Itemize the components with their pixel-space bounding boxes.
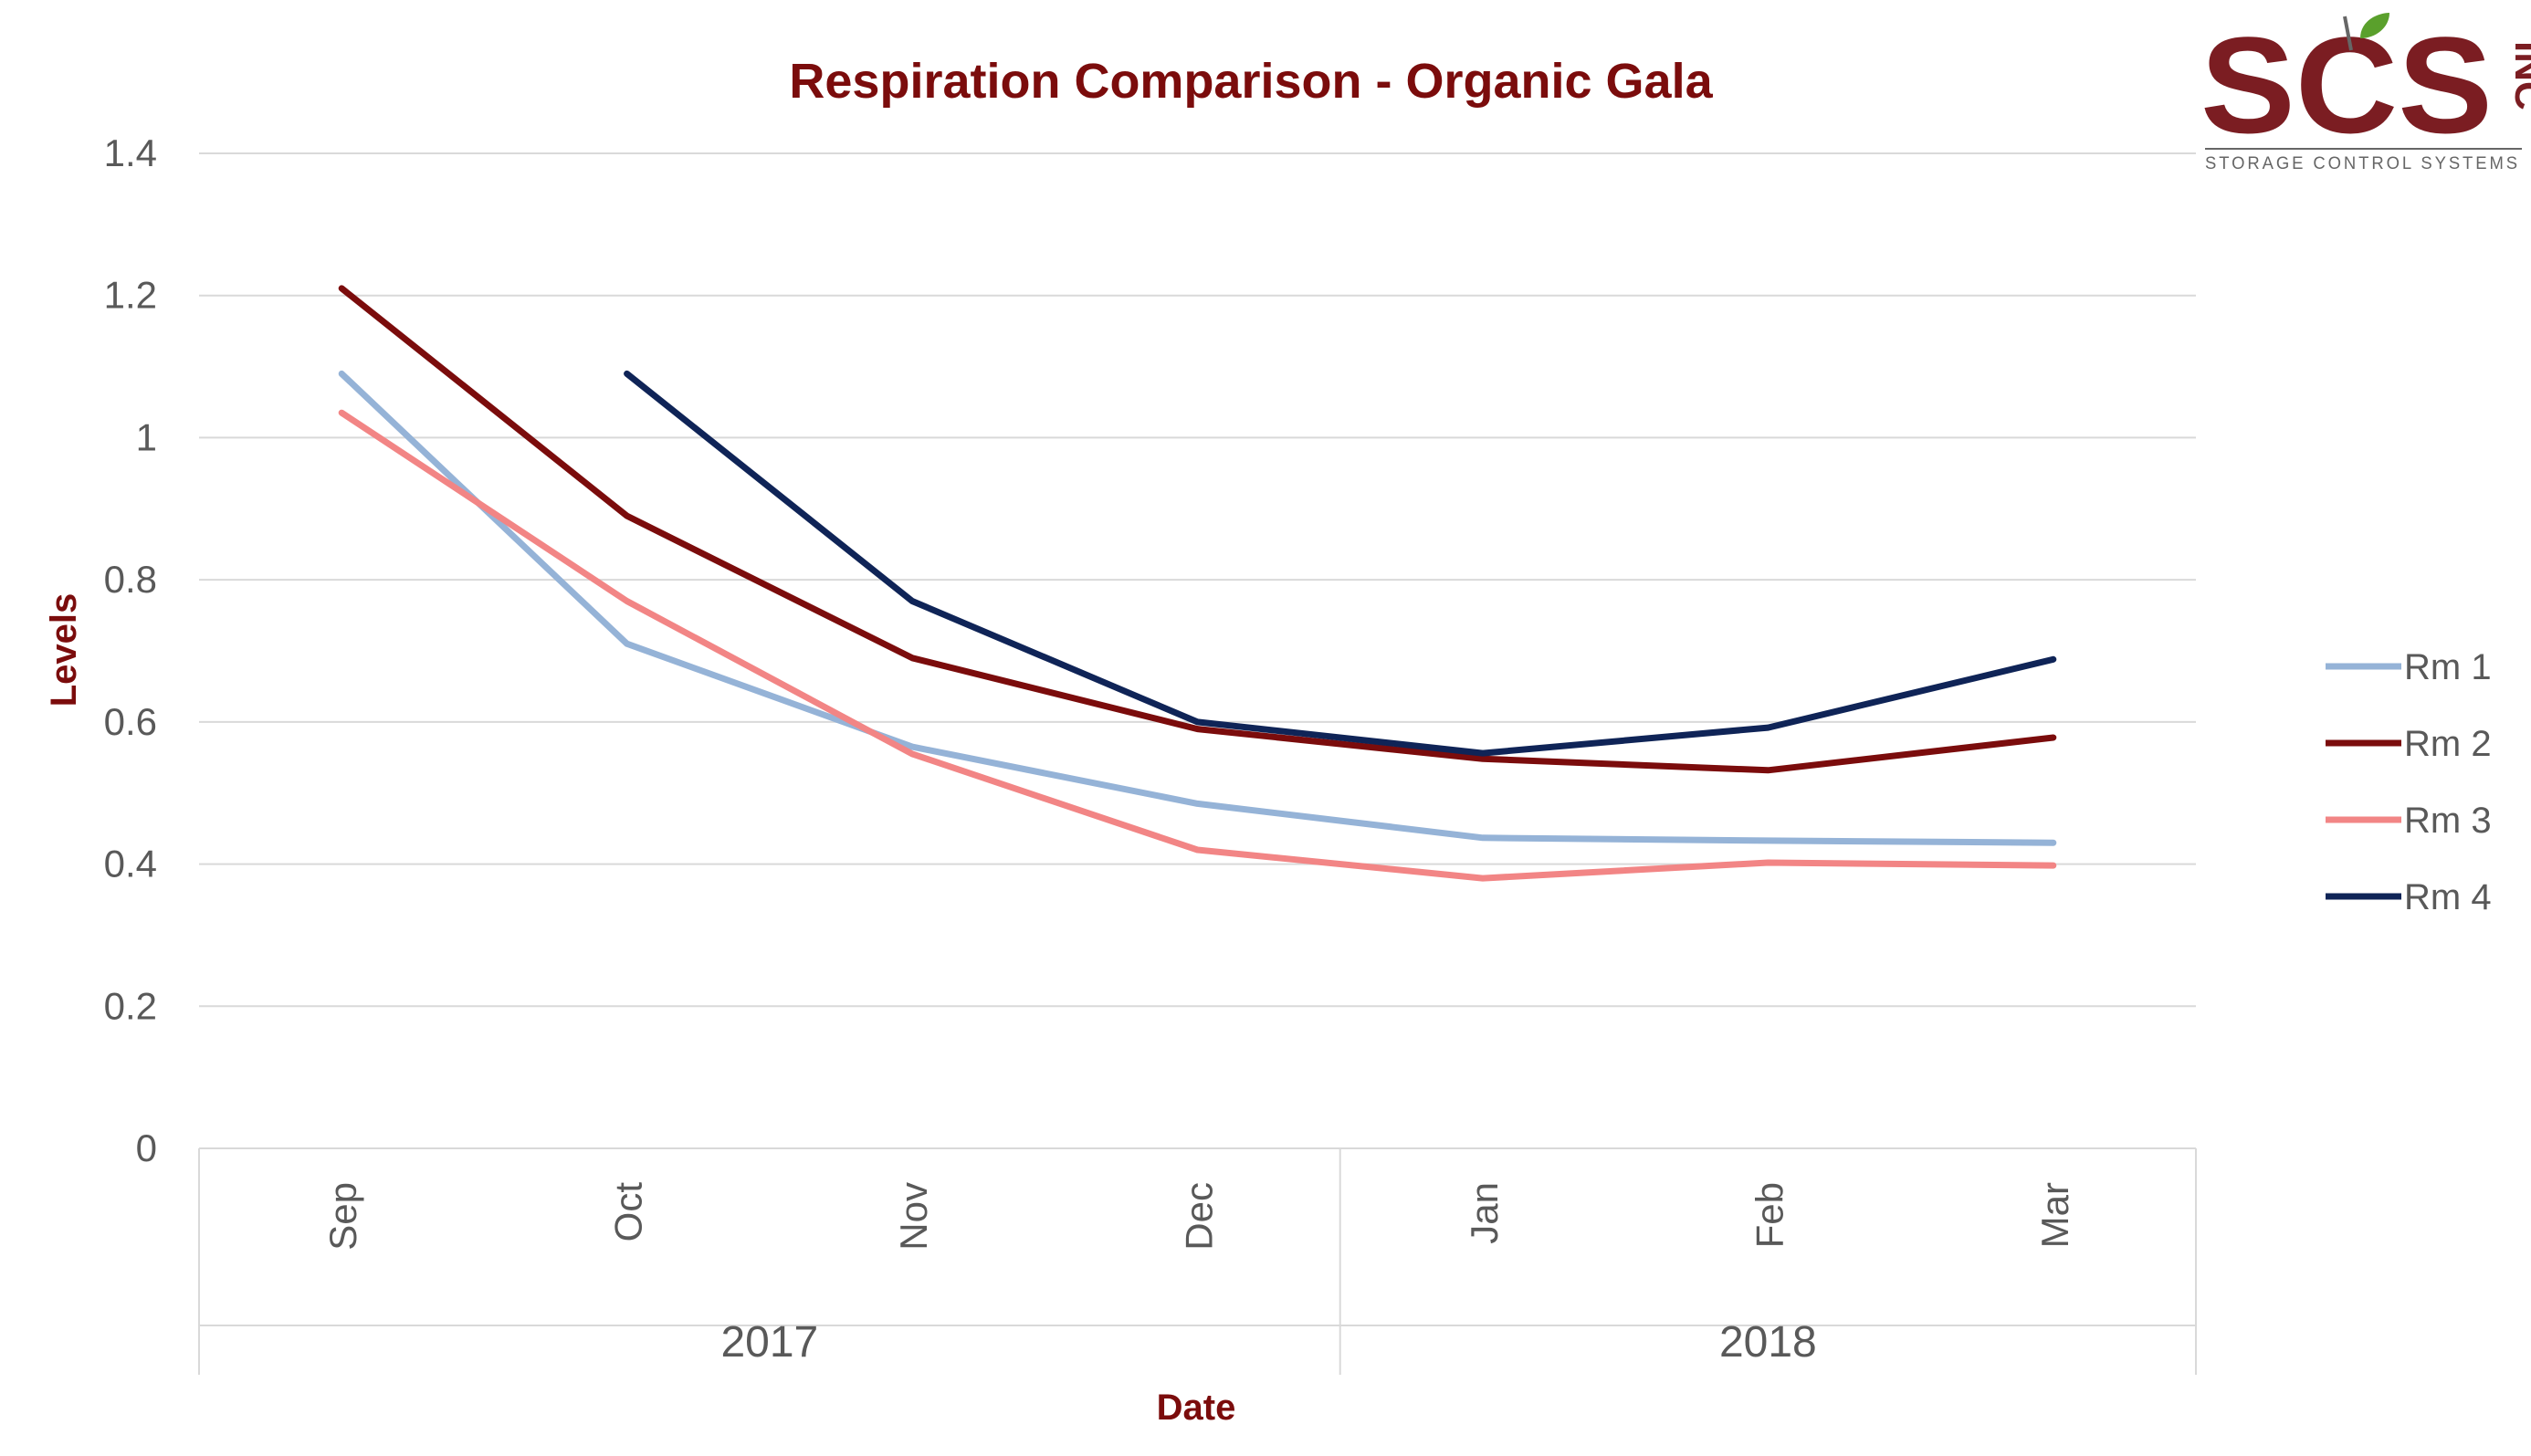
leaf-icon: [2360, 13, 2389, 38]
series-line-rm-3: [338, 409, 2057, 882]
x-group-label: 2017: [720, 1318, 818, 1367]
legend-label: Rm 1: [2404, 647, 2492, 687]
x-tick-label: Jan: [1463, 1182, 1506, 1244]
legend-label: Rm 2: [2404, 724, 2492, 764]
company-logo: SCS INC STORAGE CONTROL SYSTEMS: [2200, 8, 2531, 173]
gridlines: [199, 152, 2196, 1149]
x-tick-label: Sep: [321, 1182, 364, 1251]
legend-label: Rm 4: [2404, 877, 2492, 917]
logo-subtitle: STORAGE CONTROL SYSTEMS: [2205, 154, 2520, 173]
series-line-rm-1: [338, 370, 2057, 846]
y-tick-label: 1.2: [104, 274, 157, 317]
y-tick-label: 0: [136, 1126, 157, 1169]
y-tick-label: 0.8: [104, 558, 157, 601]
series-line-rm-2: [338, 285, 2057, 774]
y-tick-label: 1: [136, 415, 157, 458]
y-axis: 0 0.2 0.4 0.6 0.8 1 1.2 1.4: [104, 131, 157, 1169]
x-axis-title: Date: [1157, 1388, 1236, 1428]
y-axis-title: Levels: [44, 593, 84, 707]
x-axis: Sep Oct Nov Dec Jan Feb Mar 2017 2018: [198, 1147, 2197, 1375]
y-tick-label: 0.6: [104, 700, 157, 743]
legend-item: Rm 2: [2326, 724, 2492, 764]
x-tick-label: Nov: [892, 1182, 935, 1251]
x-group-label: 2018: [1719, 1318, 1817, 1367]
legend-item: Rm 4: [2326, 877, 2492, 917]
stem-icon: [2343, 16, 2353, 51]
legend: Rm 1 Rm 2 Rm 3 Rm 4: [2326, 647, 2492, 917]
x-tick-label: Feb: [1748, 1182, 1791, 1248]
legend-item: Rm 3: [2326, 801, 2492, 841]
x-tick-label: Oct: [607, 1182, 650, 1242]
chart-title: Respiration Comparison - Organic Gala: [789, 54, 1713, 109]
y-tick-label: 0.2: [104, 984, 157, 1027]
x-tick-label: Dec: [1178, 1182, 1221, 1251]
y-tick-label: 1.4: [104, 131, 157, 174]
logo-inc: INC: [2506, 41, 2531, 110]
legend-label: Rm 3: [2404, 801, 2492, 841]
series-line-rm-4: [624, 370, 2057, 757]
y-tick-label: 0.4: [104, 843, 157, 885]
series-lines: [338, 285, 2057, 882]
x-tick-label: Mar: [2033, 1182, 2076, 1248]
legend-item: Rm 1: [2326, 647, 2492, 687]
